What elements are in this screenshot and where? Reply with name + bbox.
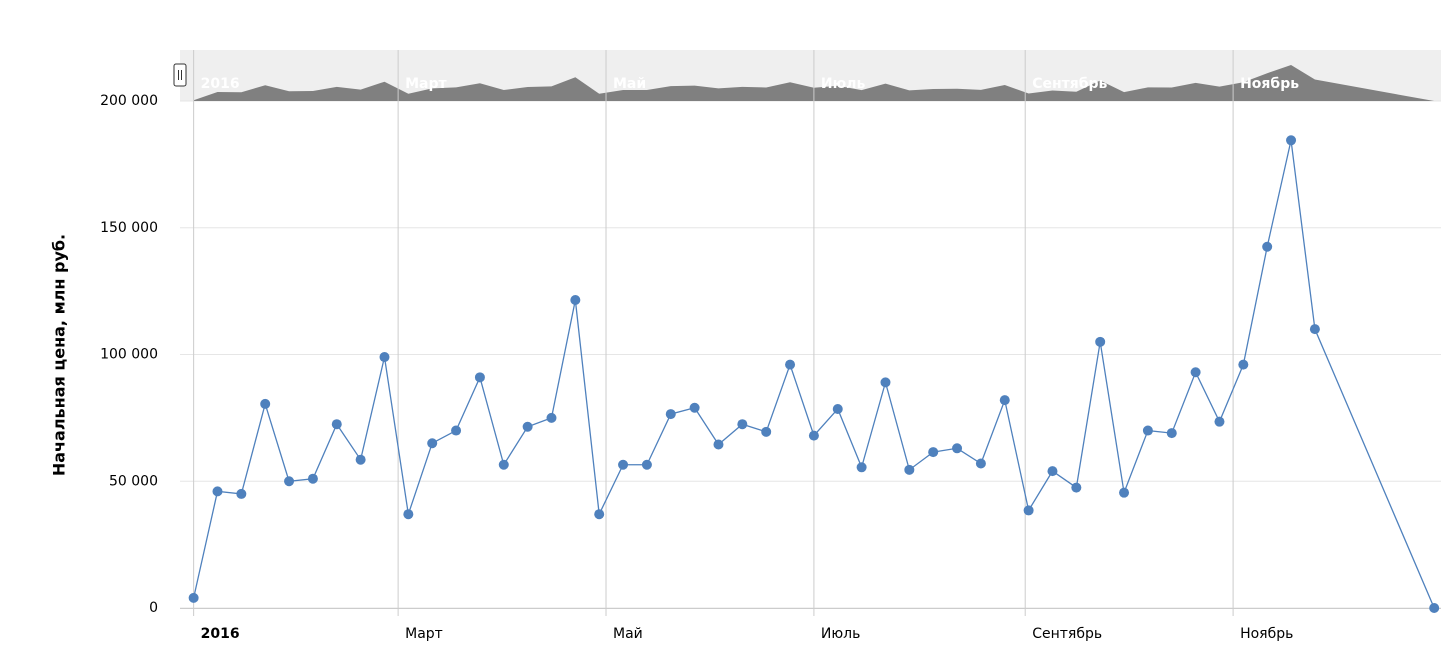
point [880,377,891,388]
point [904,464,915,475]
point [522,421,533,432]
y-tick-label: 200 000 [100,93,158,109]
point [307,473,318,484]
point [785,359,796,370]
point [355,454,366,465]
point [1119,487,1130,498]
point [952,443,963,454]
point [403,509,414,520]
navigator-label: Март [405,76,447,92]
point [761,426,772,437]
navigator-label: Май [613,76,646,92]
x-tick-label: Июль [821,626,860,642]
point [832,404,843,415]
point [856,462,867,473]
navigator-label: 2016 [201,76,240,92]
navigator-label: Июль [821,76,866,92]
point [451,425,462,436]
point [1023,505,1034,516]
point [379,352,390,363]
point [498,459,509,470]
point [284,476,295,487]
point [1166,428,1177,439]
point [1190,367,1201,378]
point [474,372,485,383]
point [1429,603,1440,613]
point [975,458,986,469]
point [808,430,819,441]
point [212,486,223,497]
point [928,447,939,458]
point [1309,324,1320,335]
navigator-label: Сентябрь [1032,76,1107,92]
x-tick-label: Ноябрь [1240,626,1293,642]
point [1262,241,1273,252]
x-tick-label: Сентябрь [1032,626,1102,642]
y-tick-label: 0 [149,600,158,616]
point [594,509,605,520]
point [1047,466,1058,477]
point [570,294,581,305]
point [1238,359,1249,370]
y-tick-label: 150 000 [100,220,158,236]
point [665,409,676,420]
point [1142,425,1153,436]
x-tick-label: 2016 [201,626,240,642]
navigator-area [193,65,1435,101]
navigator-handle[interactable] [173,63,187,87]
x-tick-label: Март [405,626,443,642]
point [737,419,748,430]
y-tick-label: 100 000 [100,347,158,363]
point [618,459,629,470]
point [546,412,557,423]
point [641,459,652,470]
point [427,438,438,449]
point [1095,336,1106,347]
point [1214,416,1225,427]
point [1286,135,1297,146]
point [713,439,724,450]
y-axis-label: Начальная цена, млн руб. [50,234,69,476]
point [260,398,271,409]
point [236,488,247,499]
point [689,402,700,413]
x-tick-label: Май [613,626,643,642]
point [999,395,1010,406]
point [331,419,342,430]
point [1071,482,1082,493]
y-tick-label: 50 000 [109,473,158,489]
point [188,592,199,603]
navigator-label: Ноябрь [1240,76,1299,92]
